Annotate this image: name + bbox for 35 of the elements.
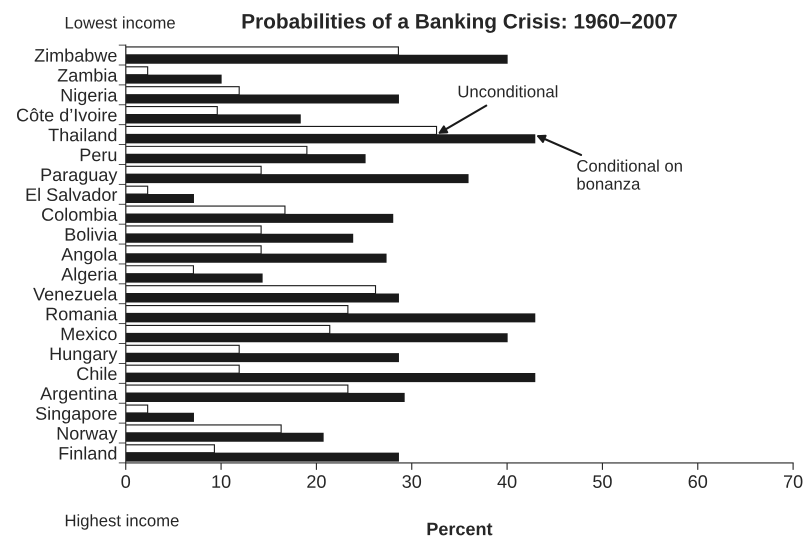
x-tick-label: 10 xyxy=(212,475,230,488)
x-tick-label: 60 xyxy=(688,475,708,488)
y-tick-label: El Salvador xyxy=(26,188,118,202)
y-tick-label: Angola xyxy=(61,247,118,264)
y-tick-label: Zimbabwe xyxy=(34,48,117,62)
annotation: Conditional on bonanza xyxy=(577,160,682,190)
y-tick-label: Thailand xyxy=(48,128,116,142)
annotation: Unconditional xyxy=(458,85,558,98)
y-tick-label: Chile xyxy=(77,366,117,380)
x-tick-label: 70 xyxy=(784,475,802,488)
y-tick-label: Romania xyxy=(46,307,118,320)
x-tick-label: 20 xyxy=(307,475,326,488)
y-tick-label: Côte d’Ivoire xyxy=(16,108,117,122)
y-tick-label: Algeria xyxy=(61,267,118,284)
y-tick-label: Argentina xyxy=(40,386,118,404)
y-tick-label: Venezuela xyxy=(33,287,118,301)
y-tick-label: Finland xyxy=(60,446,116,460)
y-tick-label: Bolivia xyxy=(66,228,118,241)
x-tick-label: 0 xyxy=(121,475,130,488)
y-tick-label: Nigeria xyxy=(62,88,118,106)
y-tick-label: Mexico xyxy=(62,327,117,340)
y-tick-label: Colombia xyxy=(42,208,118,221)
y-tick-label: Paraguay xyxy=(42,168,118,185)
y-tick-label: Zambia xyxy=(58,68,118,82)
text: Lowest income xyxy=(66,16,175,29)
y-tick-label: Hungary xyxy=(50,348,118,364)
y-tick-label: Peru xyxy=(80,148,116,162)
x-tick-label: 30 xyxy=(402,475,422,488)
x-axis-title: Percent xyxy=(428,522,492,536)
text: Highest income xyxy=(66,514,179,530)
y-tick-label: Singapore xyxy=(36,406,117,424)
chart-title: Probabilities of a Banking Crisis: 1960–2007 xyxy=(242,13,677,33)
x-tick-label: 50 xyxy=(593,475,612,488)
y-tick-label: Norway xyxy=(58,427,118,444)
x-tick-label: 40 xyxy=(497,475,516,488)
